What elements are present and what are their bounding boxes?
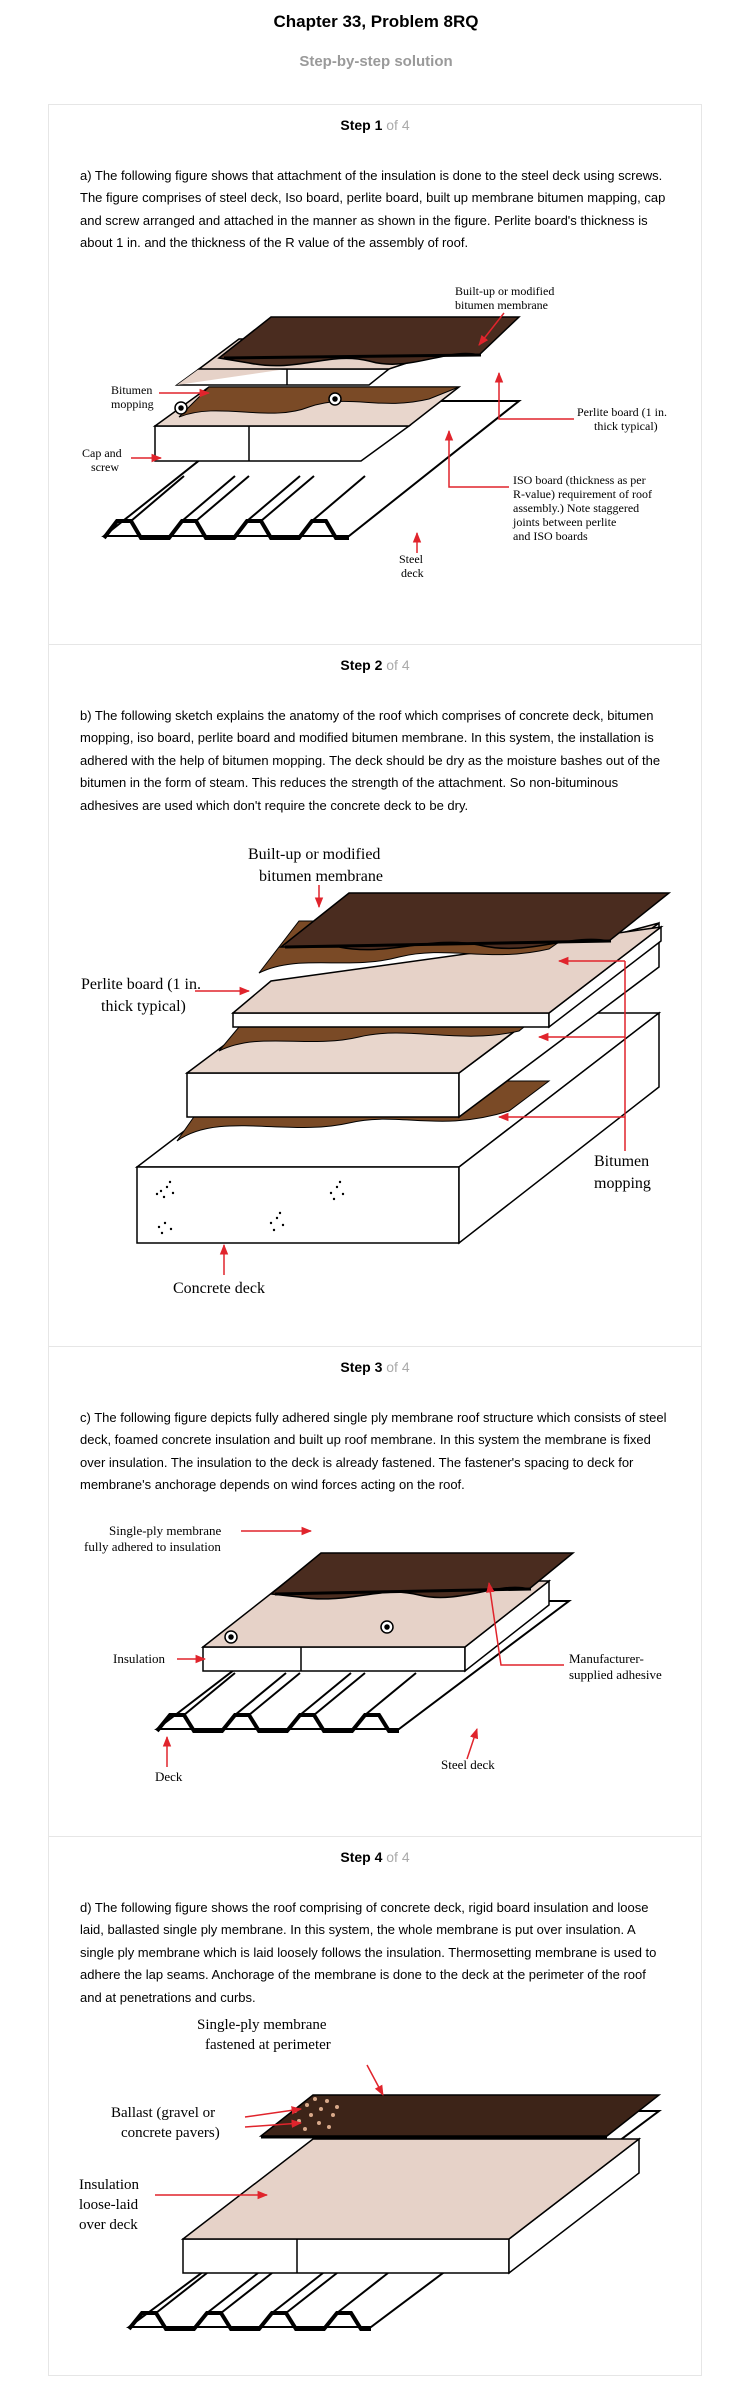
figure-label: thick typical) (101, 998, 186, 1015)
step-card-3: Step 3 of 4 c) The following figure depi… (48, 1346, 702, 1836)
cap-and-screw-icon (174, 392, 342, 415)
single-ply-adhered-figure: Single-ply membrane fully adhered to ins… (84, 1523, 662, 1784)
figure-label: mopping (111, 397, 154, 411)
step-heading: Step 1 of 4 (49, 117, 701, 133)
single-ply-membrane (269, 1552, 576, 1600)
step-card-4: Step 4 of 4 d) The following figure show… (48, 1836, 702, 2376)
step-label: Step 4 (340, 1849, 383, 1865)
figure-label: mopping (594, 1175, 651, 1192)
step-label: Step 2 (340, 657, 383, 673)
figure-label: supplied adhesive (569, 1667, 662, 1682)
steel-deck-roof-figure: Built-up or modified bitumen membrane Bi… (82, 284, 667, 580)
step-heading: Step 4 of 4 (49, 1849, 701, 1865)
page-title: Chapter 33, Problem 8RQ (273, 12, 479, 31)
figure-label: loose-laid (79, 2197, 139, 2213)
figure-label: thick typical) (594, 419, 658, 433)
figure-label: Bitumen (594, 1153, 649, 1170)
fastener-icon (224, 1620, 394, 1644)
figure-label: assembly.) Note staggered (513, 501, 639, 515)
single-ply-ballasted-figure: Single-ply membrane fastened at perimete… (79, 2017, 662, 2331)
figure-label: concrete pavers) (121, 2125, 220, 2141)
concrete-deck-roof-figure: Built-up or modified bitumen membrane Pe… (81, 846, 672, 1297)
step-card-2: Step 2 of 4 b) The following sketch expl… (48, 644, 702, 1346)
insulation-board (200, 1579, 552, 1673)
step-count: of 4 (386, 1359, 410, 1375)
figure-label: screw (91, 460, 119, 474)
figure-label: Deck (155, 1769, 183, 1784)
step-text: a) The following figure shows that attac… (80, 168, 666, 251)
step-text: b) The following sketch explains the ana… (80, 708, 661, 813)
figure-label: Single-ply membrane (197, 2017, 327, 2033)
figure-label: fastened at perimeter (205, 2037, 331, 2053)
perlite-board (230, 925, 664, 1029)
figure-label: Bitumen (111, 383, 152, 397)
figure-label: Built-up or modified (248, 846, 380, 863)
figure-label: Manufacturer- (569, 1651, 644, 1666)
step-text: d) The following figure shows the roof c… (80, 1900, 657, 2005)
figure-label: bitumen membrane (259, 868, 383, 885)
step-label: Step 3 (340, 1359, 383, 1375)
figure-label: deck (401, 566, 424, 580)
figure-label: Steel deck (441, 1757, 495, 1772)
built-up-membrane (278, 892, 672, 951)
figure-label: over deck (79, 2217, 138, 2233)
figure-label: Insulation (79, 2177, 139, 2193)
figure-label: Single-ply membrane (109, 1523, 222, 1538)
figure-label: R-value) requirement of roof (513, 487, 652, 501)
bitumen-mopping (178, 386, 460, 418)
step-count: of 4 (386, 1849, 410, 1865)
figure-label: bitumen membrane (455, 298, 548, 312)
step-label: Step 1 (340, 117, 383, 133)
step-heading: Step 3 of 4 (49, 1359, 701, 1375)
figure-label: Perlite board (1 in. (577, 405, 667, 419)
figure-label: Cap and (82, 446, 122, 460)
step-card-1: Step 1 of 4 a) The following figure show… (48, 104, 702, 644)
aggregate-icon (155, 1180, 345, 1235)
built-up-membrane (217, 316, 521, 367)
page-subtitle: Step-by-step solution (299, 53, 453, 70)
steel-deck (101, 400, 522, 540)
figure-label: Steel (399, 552, 424, 566)
figure-label: Built-up or modified (455, 284, 554, 298)
step-count: of 4 (386, 657, 410, 673)
step-text: c) The following figure depicts fully ad… (80, 1410, 667, 1493)
figure-label: Perlite board (1 in. (81, 976, 201, 993)
insulation-board (180, 2137, 642, 2275)
single-ply-membrane (258, 2094, 662, 2137)
figure-label: ISO board (thickness as per (513, 473, 646, 487)
figure-label: fully adhered to insulation (84, 1539, 221, 1554)
figure-label: Concrete deck (173, 1280, 265, 1297)
figure-label: and ISO boards (513, 529, 588, 543)
figure-label: Insulation (113, 1651, 165, 1666)
step-heading: Step 2 of 4 (49, 657, 701, 673)
figure-label: joints between perlite (512, 515, 616, 529)
figure-label: Ballast (gravel or (111, 2105, 215, 2121)
step-count: of 4 (386, 117, 410, 133)
